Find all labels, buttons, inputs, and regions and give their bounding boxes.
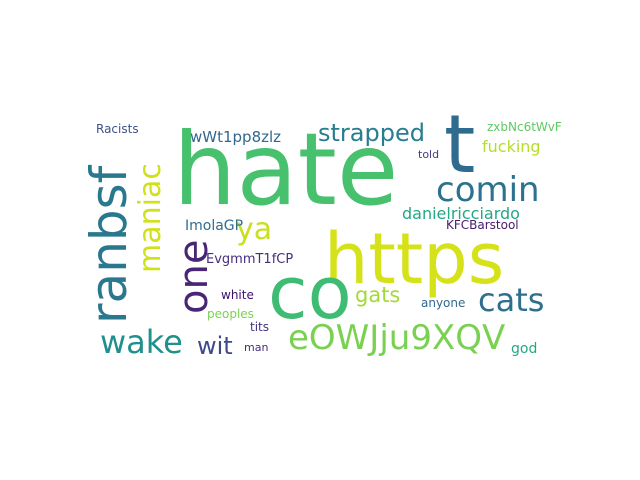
word-cats: cats <box>478 281 544 319</box>
word-wit: wit <box>197 332 233 360</box>
word-Racists: Racists <box>96 122 139 136</box>
word-god: god <box>511 341 537 357</box>
word-comin: comin <box>436 170 540 210</box>
word-hate: hate <box>173 111 398 228</box>
word-https: https <box>324 218 504 300</box>
word-peoples: peoples <box>207 307 254 321</box>
word-co: co <box>268 251 352 335</box>
word-tits: tits <box>250 320 269 334</box>
word-danielricciardo: danielricciardo <box>402 204 520 223</box>
word-EvgmmT1fCP: EvgmmT1fCP <box>206 252 293 267</box>
word-strapped: strapped <box>318 119 425 147</box>
word-anyone: anyone <box>421 296 465 310</box>
word-ImolaGP: ImolaGP <box>185 218 243 234</box>
word-maniac: maniac <box>133 163 168 273</box>
word-t: t <box>444 98 475 191</box>
word-told: told <box>418 148 439 161</box>
word-KFCBarstool: KFCBarstool <box>446 218 519 232</box>
word-wWt1pp8zlz: wWt1pp8zlz <box>190 128 281 146</box>
word-fucking: fucking <box>482 137 541 156</box>
word-man: man <box>244 341 268 354</box>
word-wake: wake <box>100 323 183 361</box>
word-gats: gats <box>355 283 400 307</box>
word-white: white <box>221 288 254 302</box>
word-zxbNc6tWvF: zxbNc6tWvF <box>487 120 562 134</box>
word-ya: ya <box>236 212 272 247</box>
word-one: one <box>171 240 217 314</box>
word-eOWJju9XQV: eOWJju9XQV <box>288 318 505 358</box>
word-ranbsf: ranbsf <box>80 164 138 324</box>
